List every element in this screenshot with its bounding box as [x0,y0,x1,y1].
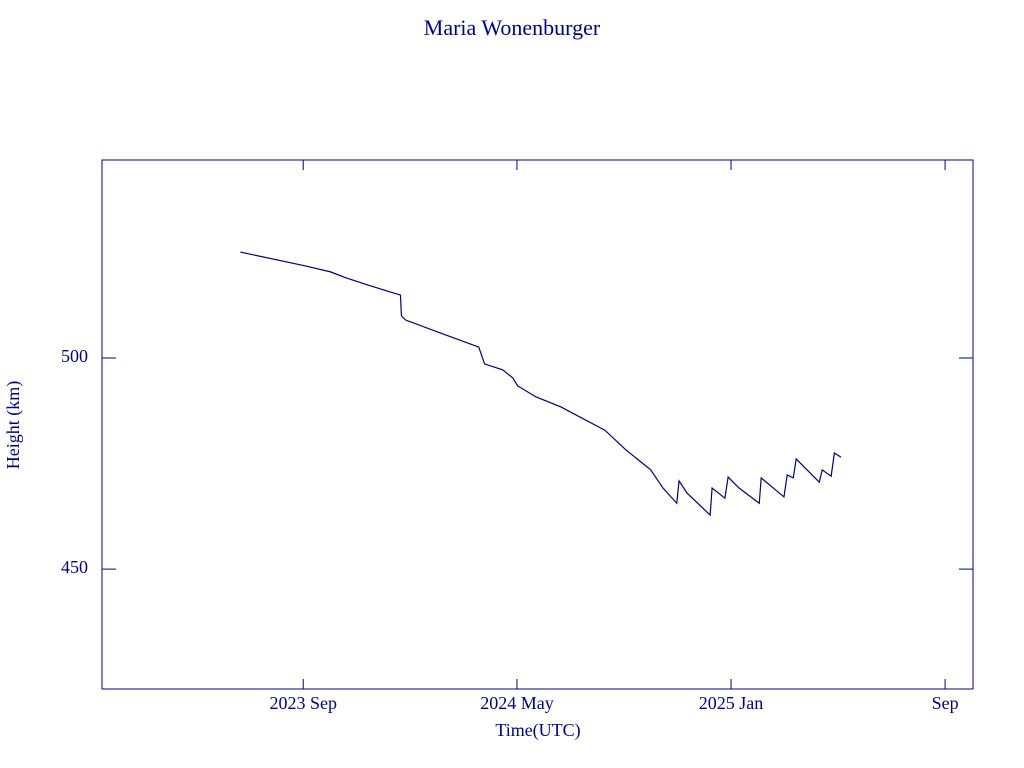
y-tick-label: 500 [61,346,88,366]
y-tick-label: 450 [61,557,88,577]
x-tick-label: 2025 Jan [699,693,764,713]
plot-frame [101,159,974,690]
x-axis-label: Time(UTC) [495,720,580,741]
x-tick-label: Sep [932,693,959,713]
x-tick-label: 2023 Sep [269,693,337,713]
data-line [240,251,842,517]
x-tick-label: 2024 May [480,693,554,713]
y-axis-label: Height (km) [3,381,24,469]
chart-title: Maria Wonenburger [424,15,601,40]
